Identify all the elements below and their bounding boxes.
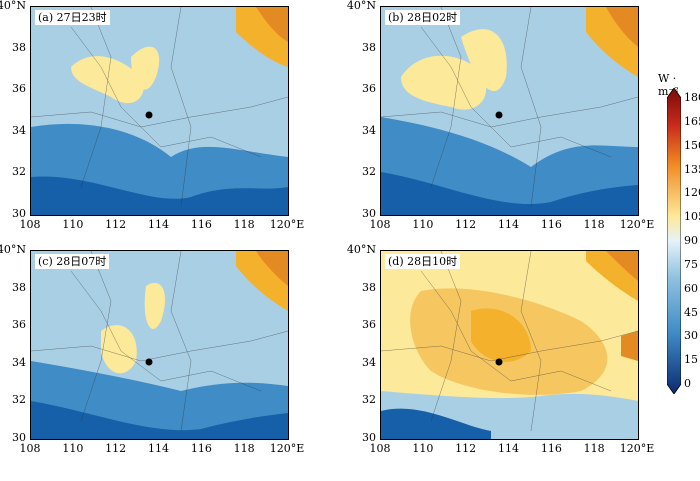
- x-tick-label: 110: [412, 442, 434, 455]
- y-tick-label: 30: [362, 207, 376, 220]
- x-tick-label: 112: [105, 442, 127, 455]
- colorbar-tick-label: 120: [684, 186, 700, 200]
- y-tick-label: 40°N: [0, 0, 26, 12]
- colorbar-tick-label: 105: [684, 210, 700, 224]
- flux-field-b: [381, 7, 638, 215]
- x-tick-label: 110: [62, 218, 84, 231]
- x-tick-label: 110: [62, 442, 84, 455]
- map-panel-c: (c) 28日07时: [30, 250, 289, 440]
- flux-field-a: [31, 7, 288, 215]
- panel-a-label: (a) 27日23时: [35, 10, 110, 25]
- y-tick-label: 32: [12, 165, 26, 179]
- y-tick-label: 40°N: [346, 243, 376, 256]
- x-tick-label: 118: [583, 218, 605, 231]
- station-marker-a: [145, 111, 153, 119]
- panel-d-label: (d) 28日10时: [385, 254, 461, 269]
- panel-c-label: (c) 28日07时: [35, 254, 110, 269]
- x-tick-label: 108: [369, 218, 391, 231]
- x-tick-label: 114: [498, 218, 519, 231]
- x-tick-label: 114: [148, 442, 169, 455]
- x-tick-label: 120°E: [619, 442, 655, 455]
- x-tick-label: 108: [369, 442, 391, 455]
- y-tick-label: 36: [362, 318, 376, 332]
- y-tick-label: 30: [12, 207, 26, 220]
- map-panel-b: (b) 28日02时: [380, 6, 639, 216]
- x-tick-label: 118: [583, 442, 605, 455]
- y-tick-label: 36: [12, 318, 26, 332]
- colorbar-tick-label: 165: [684, 114, 700, 128]
- colorbar-tick-label: 0: [684, 377, 691, 390]
- y-tick-label: 36: [12, 82, 26, 96]
- y-tick-label: 38: [362, 280, 376, 294]
- colorbar-tick-label: 45: [684, 305, 698, 319]
- x-tick-label: 112: [455, 218, 477, 231]
- flux-field-c: [31, 251, 288, 439]
- x-tick-label: 110: [412, 218, 434, 231]
- y-tick-label: 34: [362, 355, 376, 369]
- x-tick-label: 116: [190, 442, 212, 455]
- panel-b-label: (b) 28日02时: [385, 10, 461, 25]
- x-tick-label: 112: [105, 218, 127, 231]
- x-tick-label: 116: [540, 218, 562, 231]
- map-panel-a: (a) 27日23时: [30, 6, 289, 216]
- y-tick-label: 38: [12, 280, 26, 294]
- colorbar-tick-label: 150: [684, 138, 700, 152]
- y-tick-label: 34: [362, 123, 376, 137]
- x-tick-label: 118: [233, 218, 255, 231]
- x-tick-label: 120°E: [269, 442, 305, 455]
- y-tick-label: 40°N: [346, 0, 376, 12]
- colorbar-tick-label: 15: [684, 353, 698, 367]
- y-tick-label: 32: [12, 393, 26, 407]
- colorbar-tick-label: 90: [684, 234, 698, 247]
- x-tick-label: 108: [19, 442, 41, 455]
- x-tick-label: 112: [455, 442, 477, 455]
- map-panel-d: (d) 28日10时: [380, 250, 639, 440]
- station-marker-b: [495, 111, 503, 119]
- x-tick-label: 108: [19, 218, 41, 231]
- colorbar: [667, 88, 681, 394]
- station-marker-c: [145, 358, 153, 366]
- y-tick-label: 40°N: [0, 243, 26, 256]
- x-tick-label: 120°E: [269, 218, 305, 231]
- x-tick-label: 116: [190, 218, 212, 231]
- colorbar-tick-label: 75: [684, 257, 698, 271]
- x-tick-label: 118: [233, 442, 255, 455]
- y-tick-label: 34: [12, 355, 26, 369]
- station-marker-d: [495, 358, 503, 366]
- y-tick-label: 30: [362, 431, 376, 444]
- y-tick-label: 30: [12, 431, 26, 444]
- x-tick-label: 114: [498, 442, 519, 455]
- colorbar-tick-label: 180: [684, 91, 700, 104]
- y-tick-label: 32: [362, 393, 376, 407]
- x-tick-label: 116: [540, 442, 562, 455]
- colorbar-tick-label: 135: [684, 162, 700, 176]
- flux-field-d: [381, 251, 638, 439]
- colorbar-tick-label: 30: [684, 329, 698, 343]
- y-tick-label: 34: [12, 123, 26, 137]
- y-tick-label: 32: [362, 165, 376, 179]
- x-tick-label: 114: [148, 218, 169, 231]
- y-tick-label: 36: [362, 82, 376, 96]
- colorbar-tick-label: 60: [684, 281, 698, 295]
- y-tick-label: 38: [362, 40, 376, 54]
- y-tick-label: 38: [12, 40, 26, 54]
- x-tick-label: 120°E: [619, 218, 655, 231]
